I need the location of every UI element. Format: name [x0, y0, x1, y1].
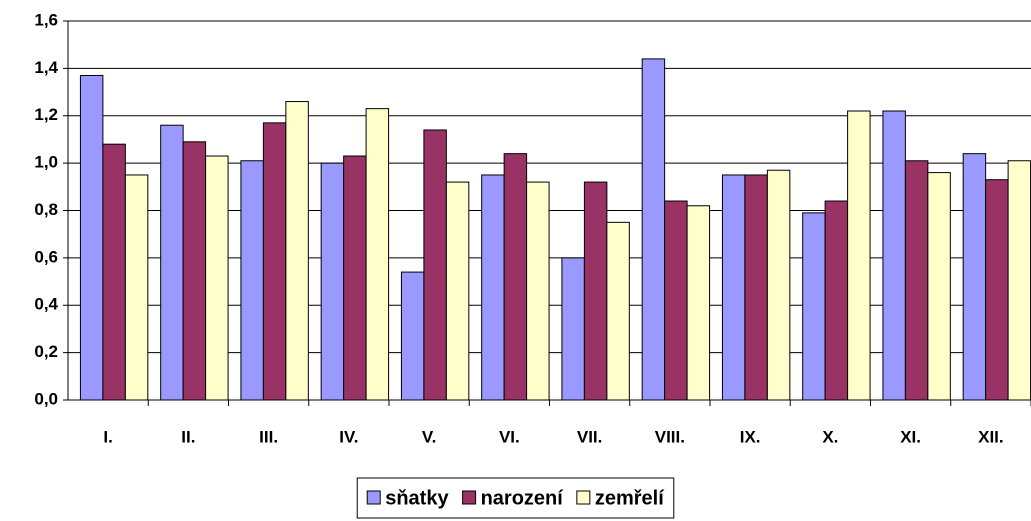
bar	[561, 257, 585, 401]
y-tick-label: 0,2	[34, 342, 58, 361]
bar	[1007, 160, 1031, 401]
y-tick-label: 0,0	[34, 389, 58, 408]
bar	[182, 141, 207, 401]
bar	[802, 212, 826, 401]
bar	[824, 200, 849, 401]
y-tick-label: 1,4	[34, 58, 58, 77]
legend-label: sňatky	[385, 487, 449, 509]
bar	[160, 124, 184, 401]
x-tick-label: IX.	[740, 427, 761, 446]
bar	[766, 169, 791, 401]
bar	[365, 108, 390, 401]
x-tick-label: VII.	[577, 427, 603, 446]
legend	[356, 477, 675, 519]
y-tick-label: 0,6	[34, 247, 58, 266]
bar	[124, 174, 149, 401]
bar	[343, 155, 367, 401]
bar	[664, 200, 688, 401]
bar	[285, 101, 309, 401]
y-tick-label: 1,2	[34, 105, 58, 124]
bar	[400, 271, 425, 401]
x-tick-label: IV.	[339, 427, 358, 446]
bar	[445, 181, 470, 401]
legend-swatch	[462, 490, 477, 505]
bar	[240, 160, 264, 401]
bar	[744, 174, 768, 401]
bar	[79, 74, 104, 401]
bar	[927, 172, 951, 401]
bar	[641, 58, 666, 401]
legend-label: narození	[481, 487, 565, 509]
y-tick-label: 1,0	[34, 153, 58, 172]
x-tick-label: III.	[259, 427, 278, 446]
bar	[481, 174, 505, 401]
bar	[882, 110, 906, 401]
bar	[721, 174, 746, 401]
x-tick-label: I.	[103, 427, 112, 446]
legend-swatch	[366, 490, 381, 505]
bar	[686, 205, 711, 401]
x-tick-label: II.	[181, 427, 195, 446]
bar	[423, 129, 447, 401]
bar	[847, 110, 871, 401]
bar	[962, 153, 987, 401]
x-tick-label: XII.	[978, 427, 1004, 446]
x-tick-label: VIII.	[655, 427, 685, 446]
legend-label: zemřelí	[595, 487, 665, 509]
bar	[526, 181, 550, 401]
x-tick-label: V.	[422, 427, 437, 446]
y-tick-label: 0,4	[34, 295, 58, 314]
x-tick-label: X.	[822, 427, 838, 446]
y-tick-label: 0,8	[34, 200, 58, 219]
bar	[503, 153, 528, 401]
y-tick-label: 1,6	[34, 10, 58, 29]
bar	[205, 155, 229, 401]
bar	[583, 181, 608, 401]
legend-swatch	[576, 490, 591, 505]
x-tick-label: VI.	[499, 427, 520, 446]
bar	[102, 143, 126, 401]
bar	[262, 122, 287, 401]
bar	[606, 221, 630, 401]
bar	[904, 160, 929, 401]
bar	[320, 162, 345, 401]
x-tick-label: XI.	[900, 427, 921, 446]
bar	[985, 179, 1009, 401]
